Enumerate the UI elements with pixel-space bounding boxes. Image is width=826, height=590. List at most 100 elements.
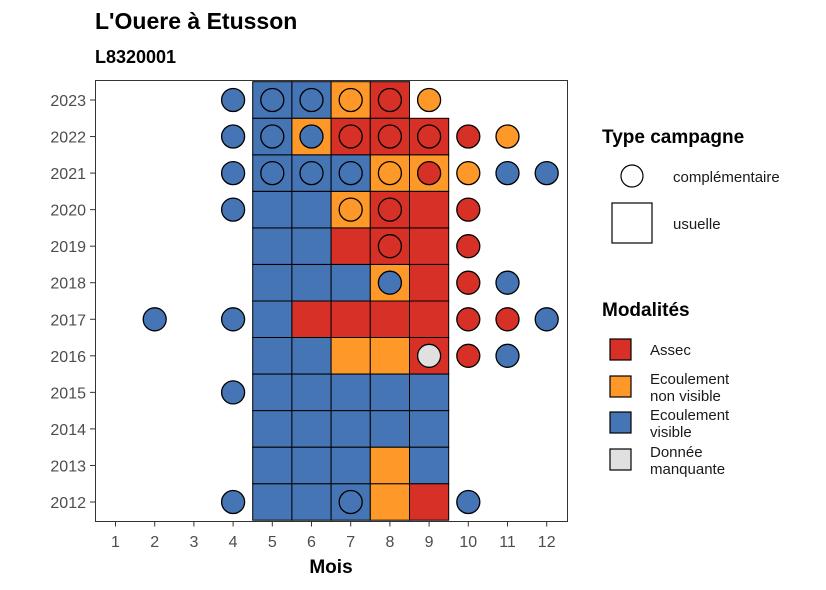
x-tick-label: 8 [385,534,394,551]
legend-modalites-title: Modalités [602,300,690,321]
legend-type-label-usuelle: usuelle [673,216,721,233]
tile-2014-6 [291,410,332,448]
point-2021-10 [456,160,481,186]
y-axis: 2012 2013 2014 2015 2016 2017 2018 2019 2020 2021… [50,93,95,512]
point-2022-6 [299,124,324,149]
tile-2018-6 [291,264,332,302]
x-axis: 1 2 3 4 5 6 7 8 9 10 11 12 [111,521,556,551]
x-axis-title: Mois [309,557,352,578]
point-2022-4 [220,124,246,149]
tile-2013-9 [409,446,450,485]
tile-2016-6 [291,337,332,375]
tile-2019-5 [252,227,293,265]
y-tick-label: 2020 [50,203,86,220]
point-2020-4 [220,197,246,222]
legend-label-0-0: Assec [650,342,691,359]
legend-key-3 [609,448,632,471]
point-2021-4 [220,160,246,186]
tile-2017-6 [291,300,332,338]
point-2023-9 [416,87,442,113]
point-2023-7 [338,87,363,113]
tile-2012-9 [409,483,450,521]
point-2020-10 [456,197,481,222]
y-tick-label: 2016 [50,349,86,366]
point-2017-11 [495,307,520,332]
point-2020-8 [377,197,403,222]
point-2015-4 [220,380,246,405]
tile-2013-8 [369,446,410,485]
point-2020-7 [338,197,363,222]
tile-2018-5 [252,264,293,302]
tile-2015-9 [409,373,450,412]
tile-2018-9 [409,264,450,302]
legend-key-0 [609,338,632,361]
legend-label-1-0: Ecoulement [650,371,730,388]
point-2021-8 [377,160,403,186]
point-2012-7 [338,489,363,515]
point-2017-12 [534,307,559,332]
tile-2014-7 [330,410,371,448]
point-2017-2 [142,307,167,332]
tile-2018-7 [330,264,371,302]
tile-2016-8 [369,337,410,375]
x-tick-label: 9 [425,534,434,551]
legend-square-key [611,202,653,244]
chart-title: L'Ouere à Etusson [95,8,297,34]
tile-2017-7 [330,300,371,338]
y-tick-label: 2014 [50,422,86,439]
x-tick-label: 10 [459,534,477,551]
chart-subtitle: L8320001 [95,47,176,67]
point-2016-10 [456,343,481,368]
tile-2016-7 [330,337,371,375]
legend-circle-key [620,164,644,188]
tile-2017-9 [409,300,450,338]
tile-2020-5 [252,190,293,229]
point-2021-9 [416,160,442,186]
point-2017-10 [456,307,481,332]
tile-2019-7 [330,227,371,265]
point-2022-8 [377,124,403,149]
tile-2013-6 [291,446,332,485]
tile-2017-5 [252,300,293,338]
point-2023-4 [220,87,246,113]
tile-2020-9 [409,190,450,229]
point-2012-10 [456,489,481,515]
y-tick-label: 2015 [50,385,86,402]
tile-2015-7 [330,373,371,412]
y-tick-label: 2018 [50,276,86,293]
point-2023-6 [299,87,324,113]
point-2022-11 [495,124,520,149]
tile-2016-5 [252,337,293,375]
y-tick-label: 2013 [50,458,86,475]
x-tick-label: 3 [189,534,198,551]
point-2023-5 [260,87,285,113]
point-2021-12 [534,160,559,186]
y-tick-label: 2021 [50,166,86,183]
legend-type-campagne: Type campagne complémentaire usuelle [602,127,780,244]
point-2016-11 [495,343,520,368]
point-2018-10 [456,270,481,295]
tile-2015-6 [291,373,332,412]
tile-2015-8 [369,373,410,412]
point-2021-6 [299,160,324,186]
point-2021-11 [495,160,520,186]
legend-key-1 [609,375,632,398]
point-2017-4 [220,307,246,332]
y-tick-label: 2022 [50,130,86,147]
point-2012-4 [220,489,246,515]
point-2022-7 [338,124,363,149]
point-2021-5 [260,160,285,186]
legend-type-title: Type campagne [602,127,744,148]
tile-2012-5 [252,483,293,521]
tile-2019-6 [291,227,332,265]
point-2023-8 [377,87,403,113]
x-tick-label: 2 [150,534,159,551]
point-2022-10 [456,124,481,149]
legend-key-2 [609,411,632,434]
x-tick-label: 4 [229,534,238,551]
y-tick-label: 2017 [50,312,86,329]
legend-label-2-1: visible [650,424,692,441]
tile-2014-8 [369,410,410,448]
